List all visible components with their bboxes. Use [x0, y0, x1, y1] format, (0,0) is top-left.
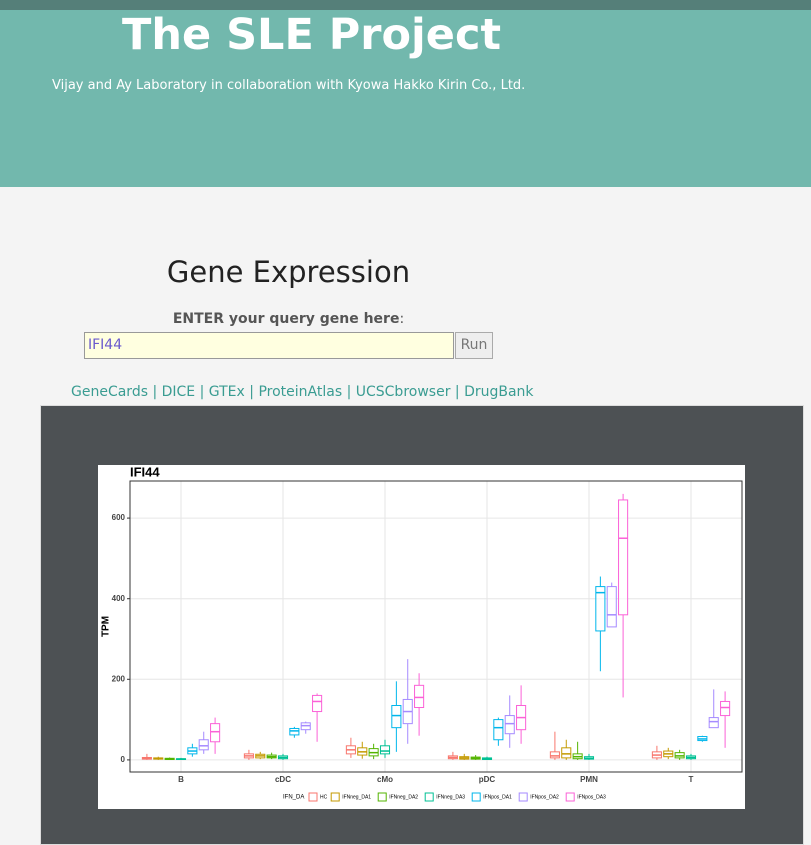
legend-key: [518, 792, 528, 802]
chart: IFI44 TPM 0 200 400 600 B cDC cMo pDC PMN T IFN_DA HC…: [98, 465, 745, 809]
prompt-suffix: :: [399, 311, 405, 327]
x-tick-label: cMo: [377, 775, 393, 784]
query-prompt: ENTER your query gene here:: [0, 311, 577, 327]
legend-key: [330, 792, 340, 802]
box: [720, 700, 731, 717]
legend-label: HC: [320, 794, 328, 800]
box: [210, 723, 221, 743]
legend-label: IFNneg_DA1: [342, 794, 371, 800]
prompt-text: ENTER your query gene here: [172, 311, 400, 327]
gene-input[interactable]: IFI44: [84, 332, 454, 359]
plot-border: [129, 480, 743, 773]
legend-key: [424, 792, 434, 802]
legend-key: [565, 792, 575, 802]
y-tick-label: 0: [121, 755, 126, 764]
link[interactable]: ProteinAtlas: [245, 384, 342, 400]
box: [618, 499, 629, 616]
box: [708, 717, 719, 729]
x-tick-label: cDC: [275, 775, 291, 784]
legend-label: IFNneg_DA2: [389, 794, 418, 800]
x-tick-label: PMN: [580, 775, 598, 784]
box: [312, 694, 323, 713]
box: [198, 739, 209, 751]
box: [391, 704, 402, 729]
x-tick-label: B: [178, 775, 184, 784]
x-tick-label: T: [689, 775, 694, 784]
box: [504, 715, 515, 735]
site-title: The SLE Project: [122, 10, 502, 60]
box: [414, 684, 425, 709]
box: [606, 586, 617, 628]
link[interactable]: GeneCards: [71, 384, 148, 400]
legend-label: IFNneg_DA3: [436, 794, 465, 800]
legend-key: [377, 792, 387, 802]
y-tick-label: 400: [112, 594, 126, 603]
box: [595, 586, 606, 632]
link[interactable]: DrugBank: [450, 384, 533, 400]
box: [549, 751, 560, 759]
links: GeneCardsDICEGTExProteinAtlasUCSCbrowser…: [71, 384, 534, 400]
y-axis-label: TPM: [101, 616, 112, 637]
link[interactable]: DICE: [148, 384, 195, 400]
header: The SLE Project Vijay and Ay Laboratory …: [0, 0, 811, 187]
site-subtitle: Vijay and Ay Laboratory in collaboration…: [52, 78, 526, 93]
run-button[interactable]: Run: [455, 332, 493, 359]
y-tick-label: 200: [112, 674, 126, 683]
legend-key: [471, 792, 481, 802]
x-tick-label: pDC: [479, 775, 496, 784]
legend-title: IFN_DA: [283, 795, 304, 801]
legend-label: IFNpos_DA3: [577, 794, 606, 800]
legend-label: IFNpos_DA2: [530, 794, 559, 800]
box: [289, 727, 300, 736]
link[interactable]: GTEx: [195, 384, 245, 400]
box: [561, 747, 572, 759]
link[interactable]: UCSCbrowser: [342, 384, 450, 400]
legend-key: [308, 792, 318, 802]
box: [379, 745, 391, 755]
box: [493, 719, 504, 741]
y-tick-label: 600: [112, 513, 126, 522]
section-title: Gene Expression: [166, 255, 411, 289]
chart-title: IFI44: [130, 465, 160, 479]
legend-label: IFNpos_DA1: [483, 794, 512, 800]
